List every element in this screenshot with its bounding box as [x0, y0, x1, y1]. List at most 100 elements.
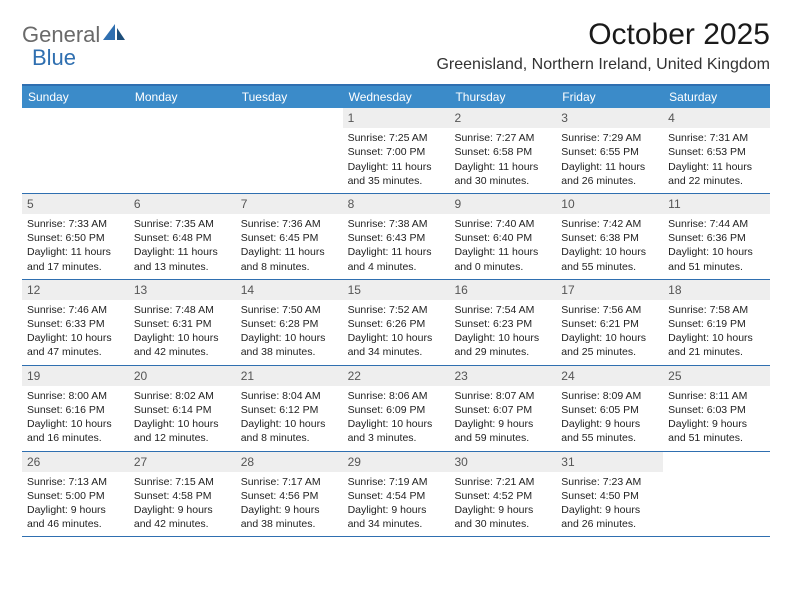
sunrise-value: 7:23 AM [603, 476, 642, 488]
day-cell [129, 108, 236, 193]
weekday-header: Friday [556, 86, 663, 108]
sunset-value: 6:26 PM [386, 318, 425, 330]
sunrise-label: Sunrise: [668, 304, 709, 316]
sunset-label: Sunset: [27, 490, 66, 502]
sunset-label: Sunset: [27, 232, 66, 244]
daylight-label: Daylight: [241, 504, 285, 516]
sunrise-value: 7:58 AM [710, 304, 749, 316]
day-body: Sunrise: 7:52 AMSunset: 6:26 PMDaylight:… [343, 300, 450, 365]
sunrise-value: 7:19 AM [389, 476, 428, 488]
sunrise-label: Sunrise: [348, 476, 389, 488]
day-number: 10 [556, 194, 663, 214]
sunset-label: Sunset: [27, 318, 66, 330]
day-cell: 7Sunrise: 7:36 AMSunset: 6:45 PMDaylight… [236, 194, 343, 279]
sunset-value: 6:50 PM [66, 232, 105, 244]
day-body: Sunrise: 7:13 AMSunset: 5:00 PMDaylight:… [22, 472, 129, 537]
sunset-label: Sunset: [561, 232, 600, 244]
sunrise-label: Sunrise: [134, 304, 175, 316]
day-cell: 27Sunrise: 7:15 AMSunset: 4:58 PMDayligh… [129, 452, 236, 537]
day-cell: 17Sunrise: 7:56 AMSunset: 6:21 PMDayligh… [556, 280, 663, 365]
day-cell: 6Sunrise: 7:35 AMSunset: 6:48 PMDaylight… [129, 194, 236, 279]
daylight-label: Daylight: [561, 161, 605, 173]
day-number: 24 [556, 366, 663, 386]
daylight-label: Daylight: [27, 418, 71, 430]
sunset-label: Sunset: [668, 318, 707, 330]
daylight-label: Daylight: [348, 246, 392, 258]
day-number: 17 [556, 280, 663, 300]
sunset-value: 6:55 PM [600, 146, 639, 158]
day-number: 21 [236, 366, 343, 386]
sunset-label: Sunset: [561, 146, 600, 158]
week-row: 5Sunrise: 7:33 AMSunset: 6:50 PMDaylight… [22, 194, 770, 280]
sunset-label: Sunset: [668, 146, 707, 158]
day-body: Sunrise: 8:06 AMSunset: 6:09 PMDaylight:… [343, 386, 450, 451]
day-number: 3 [556, 108, 663, 128]
sunrise-value: 7:27 AM [496, 132, 535, 144]
day-number: 29 [343, 452, 450, 472]
day-cell [22, 108, 129, 193]
sunset-label: Sunset: [134, 318, 173, 330]
sunrise-value: 7:38 AM [389, 218, 428, 230]
day-number: 9 [449, 194, 556, 214]
daylight-label: Daylight: [454, 246, 498, 258]
day-number: 1 [343, 108, 450, 128]
day-cell: 26Sunrise: 7:13 AMSunset: 5:00 PMDayligh… [22, 452, 129, 537]
day-cell: 30Sunrise: 7:21 AMSunset: 4:52 PMDayligh… [449, 452, 556, 537]
day-cell: 21Sunrise: 8:04 AMSunset: 6:12 PMDayligh… [236, 366, 343, 451]
sunrise-value: 7:15 AM [175, 476, 214, 488]
day-body: Sunrise: 7:36 AMSunset: 6:45 PMDaylight:… [236, 214, 343, 279]
day-body: Sunrise: 7:40 AMSunset: 6:40 PMDaylight:… [449, 214, 556, 279]
day-body: Sunrise: 7:33 AMSunset: 6:50 PMDaylight:… [22, 214, 129, 279]
day-number: 16 [449, 280, 556, 300]
sunrise-value: 7:31 AM [710, 132, 749, 144]
sunrise-value: 8:02 AM [175, 390, 214, 402]
day-cell [236, 108, 343, 193]
sunrise-label: Sunrise: [668, 218, 709, 230]
day-cell: 19Sunrise: 8:00 AMSunset: 6:16 PMDayligh… [22, 366, 129, 451]
sunrise-value: 7:52 AM [389, 304, 428, 316]
day-cell: 23Sunrise: 8:07 AMSunset: 6:07 PMDayligh… [449, 366, 556, 451]
sunset-value: 6:03 PM [707, 404, 746, 416]
week-row: 26Sunrise: 7:13 AMSunset: 5:00 PMDayligh… [22, 452, 770, 538]
sunrise-value: 8:11 AM [710, 390, 748, 402]
sunrise-label: Sunrise: [241, 476, 282, 488]
logo: General Blue [22, 24, 127, 70]
sunrise-label: Sunrise: [241, 304, 282, 316]
day-cell: 22Sunrise: 8:06 AMSunset: 6:09 PMDayligh… [343, 366, 450, 451]
daylight-label: Daylight: [348, 161, 392, 173]
day-body: Sunrise: 7:38 AMSunset: 6:43 PMDaylight:… [343, 214, 450, 279]
sunrise-value: 7:46 AM [68, 304, 107, 316]
sunset-label: Sunset: [348, 146, 387, 158]
day-cell: 29Sunrise: 7:19 AMSunset: 4:54 PMDayligh… [343, 452, 450, 537]
day-body: Sunrise: 8:09 AMSunset: 6:05 PMDaylight:… [556, 386, 663, 451]
month-title: October 2025 [436, 18, 770, 52]
daylight-label: Daylight: [561, 332, 605, 344]
day-number: 6 [129, 194, 236, 214]
day-cell: 10Sunrise: 7:42 AMSunset: 6:38 PMDayligh… [556, 194, 663, 279]
daylight-label: Daylight: [454, 504, 498, 516]
day-number: 11 [663, 194, 770, 214]
day-body: Sunrise: 8:07 AMSunset: 6:07 PMDaylight:… [449, 386, 556, 451]
sunset-label: Sunset: [348, 490, 387, 502]
day-body: Sunrise: 7:48 AMSunset: 6:31 PMDaylight:… [129, 300, 236, 365]
sunrise-value: 7:21 AM [496, 476, 535, 488]
sunrise-label: Sunrise: [454, 390, 495, 402]
day-number: 12 [22, 280, 129, 300]
weekday-header: Sunday [22, 86, 129, 108]
day-number: 18 [663, 280, 770, 300]
day-number: 27 [129, 452, 236, 472]
daylight-label: Daylight: [241, 418, 285, 430]
day-body: Sunrise: 7:46 AMSunset: 6:33 PMDaylight:… [22, 300, 129, 365]
day-body: Sunrise: 7:44 AMSunset: 6:36 PMDaylight:… [663, 214, 770, 279]
day-cell: 28Sunrise: 7:17 AMSunset: 4:56 PMDayligh… [236, 452, 343, 537]
sunrise-label: Sunrise: [561, 218, 602, 230]
sunset-value: 6:28 PM [279, 318, 318, 330]
day-cell: 2Sunrise: 7:27 AMSunset: 6:58 PMDaylight… [449, 108, 556, 193]
day-number: 23 [449, 366, 556, 386]
sunrise-value: 7:29 AM [603, 132, 642, 144]
sunset-label: Sunset: [134, 404, 173, 416]
day-cell: 20Sunrise: 8:02 AMSunset: 6:14 PMDayligh… [129, 366, 236, 451]
daylight-label: Daylight: [348, 418, 392, 430]
day-body: Sunrise: 7:17 AMSunset: 4:56 PMDaylight:… [236, 472, 343, 537]
week-row: 12Sunrise: 7:46 AMSunset: 6:33 PMDayligh… [22, 280, 770, 366]
